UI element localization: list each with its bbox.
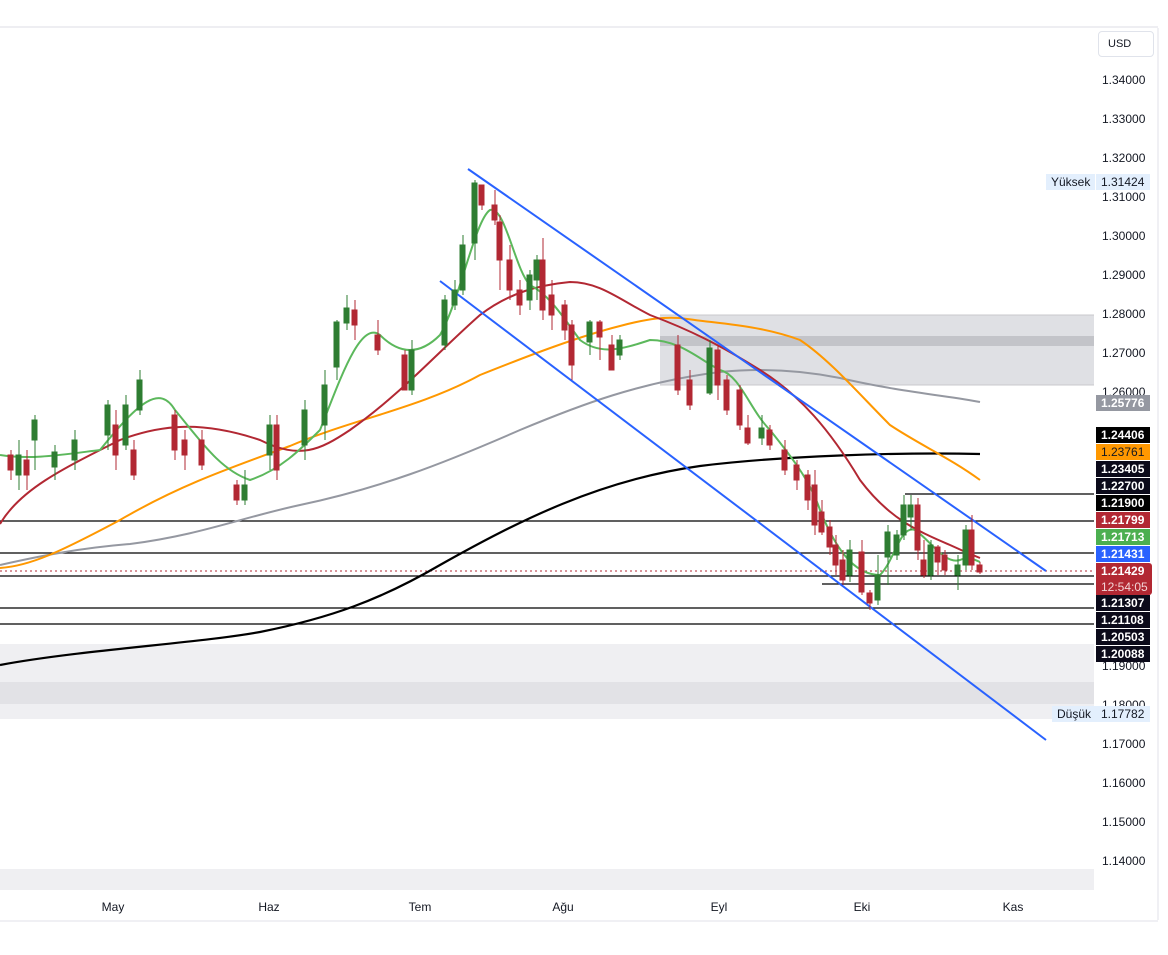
resistance-zone-inner	[660, 336, 1094, 346]
month-label: Eki	[853, 900, 871, 914]
price-tick: 1.27000	[1102, 346, 1146, 360]
price-tick: 1.29000	[1102, 268, 1146, 282]
price-tick: 1.28000	[1102, 307, 1146, 321]
ma-fast-line	[0, 208, 981, 577]
ma-100-line	[0, 369, 981, 566]
price-chart-svg	[0, 168, 1094, 741]
price-tick: 1.17000	[1102, 737, 1146, 751]
price-tick: 1.33000	[1102, 112, 1146, 126]
resistance-zone	[660, 315, 1094, 385]
last-price-value: 1.21429	[1101, 564, 1145, 578]
bar-countdown: 12:54:05	[1101, 580, 1148, 594]
bottom-zone	[0, 869, 1094, 890]
ma-200-line	[0, 452, 981, 667]
ma-100-tag: 1.25776	[1096, 395, 1150, 411]
month-label: Tem	[408, 900, 432, 914]
last-price-tag: 1.21429 12:54:05	[1096, 563, 1152, 595]
support-zone-3	[0, 704, 1094, 719]
level-tag: 1.23405	[1096, 461, 1150, 477]
ma-50-tag: 1.23761	[1096, 444, 1150, 460]
ma-mid-tag: 1.21799	[1096, 512, 1150, 528]
candlesticks	[7, 180, 983, 610]
price-tick: 1.15000	[1102, 815, 1146, 829]
low-value: 1.17782	[1096, 706, 1150, 722]
low-label: Düşük	[1052, 706, 1097, 722]
ma-50-line	[0, 316, 981, 569]
price-tick: 1.34000	[1102, 73, 1146, 87]
support-zone-1	[0, 644, 1094, 682]
level-tag: 1.21307	[1096, 595, 1150, 611]
month-label: Kas	[1002, 900, 1024, 914]
time-axis[interactable]: May Haz Tem Ağu Eyl Eki Kas	[0, 890, 1158, 922]
price-tick: 1.19000	[1102, 659, 1146, 673]
channel-upper-trendline[interactable]	[467, 168, 1047, 572]
high-value: 1.31424	[1096, 174, 1150, 190]
month-label: Haz	[258, 900, 280, 914]
price-tick: 1.31000	[1102, 190, 1146, 204]
month-label: Ağu	[552, 900, 574, 914]
trendline-tag: 1.21431	[1096, 546, 1150, 562]
channel-lower-trendline[interactable]	[439, 280, 1047, 741]
level-tag: 1.20088	[1096, 646, 1150, 662]
axis-border	[1157, 28, 1159, 920]
month-label: Eyl	[710, 900, 728, 914]
price-axis[interactable]: 1.34000 1.33000 1.32000 1.31000 1.30000 …	[1094, 28, 1158, 890]
ma-200-tag: 1.24406	[1096, 427, 1150, 443]
top-border	[0, 26, 1158, 28]
level-tag: 1.22700	[1096, 478, 1150, 494]
high-label: Yüksek	[1046, 174, 1096, 190]
month-label: May	[101, 900, 125, 914]
ma-mid-line	[0, 280, 981, 559]
currency-selector[interactable]: USD	[1098, 31, 1154, 57]
price-tick: 1.16000	[1102, 776, 1146, 790]
price-tick: 1.32000	[1102, 151, 1146, 165]
chart-pane[interactable]	[0, 28, 1094, 890]
support-zone-2	[0, 682, 1094, 704]
level-tag: 1.20503	[1096, 629, 1150, 645]
ma-fast-tag: 1.21713	[1096, 529, 1150, 545]
price-tick: 1.30000	[1102, 229, 1146, 243]
price-tick: 1.14000	[1102, 854, 1146, 868]
level-tag: 1.21900	[1096, 495, 1150, 511]
level-tag: 1.21108	[1096, 612, 1150, 628]
